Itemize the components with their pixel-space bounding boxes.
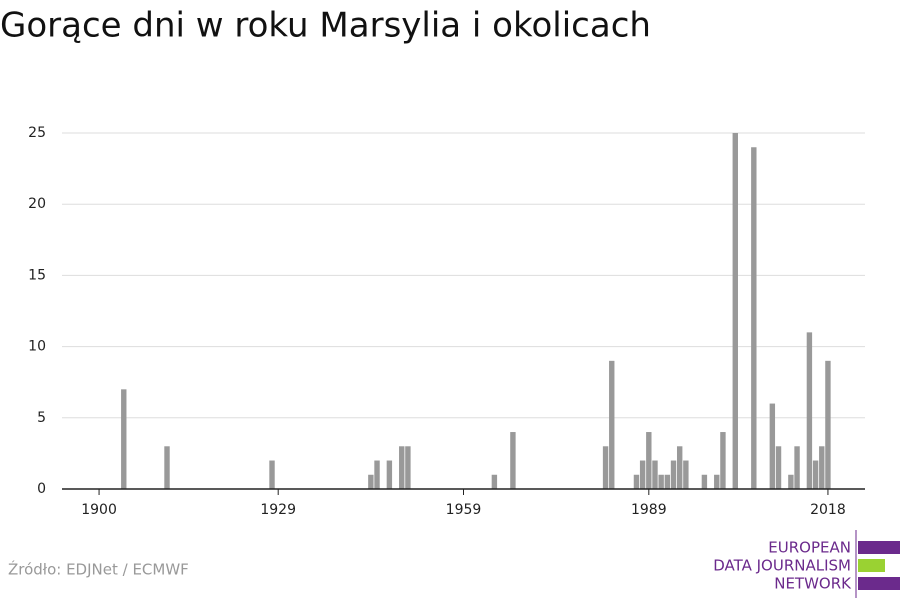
logo-bar — [858, 541, 900, 554]
logo-bar — [858, 577, 900, 590]
bar — [769, 403, 776, 489]
x-tick-label: 2018 — [810, 502, 846, 518]
bar — [701, 474, 708, 489]
bar — [510, 432, 516, 489]
bar — [633, 474, 640, 489]
bar — [121, 389, 127, 489]
bar — [164, 446, 170, 489]
bar — [658, 474, 664, 489]
bar — [806, 332, 813, 489]
logo-text: NETWORK — [774, 575, 852, 593]
y-tick-label: 25 — [28, 125, 46, 141]
y-tick-label: 20 — [28, 196, 46, 212]
x-tick-label: 1959 — [446, 502, 482, 518]
bar — [609, 360, 615, 489]
bar — [386, 460, 393, 489]
x-tick-label: 1929 — [260, 502, 296, 518]
bar — [646, 432, 652, 489]
bar — [405, 446, 411, 489]
bar — [812, 460, 819, 489]
bar — [269, 460, 275, 489]
bar — [670, 460, 677, 489]
logo-bar — [858, 559, 885, 572]
bar — [374, 460, 380, 489]
bar — [639, 460, 646, 489]
bar — [794, 446, 800, 489]
bar — [652, 460, 658, 489]
bar — [825, 360, 831, 489]
bar — [399, 446, 405, 489]
bar — [720, 432, 726, 489]
bar — [714, 474, 720, 489]
bar — [819, 446, 825, 489]
bar — [664, 474, 671, 489]
bar — [683, 460, 689, 489]
x-tick-label: 1989 — [631, 502, 667, 518]
y-tick-label: 10 — [28, 339, 46, 355]
bar — [602, 446, 609, 489]
bar — [751, 147, 757, 490]
bar — [368, 474, 374, 489]
logo-text: DATA JOURNALISM — [713, 557, 851, 575]
bar — [491, 474, 498, 489]
source: Źródło: EDJNet / ECMWF — [8, 560, 189, 579]
y-tick-label: 5 — [37, 410, 46, 426]
bar — [676, 446, 683, 489]
y-tick-label: 15 — [28, 267, 46, 283]
logo-text: EUROPEAN — [768, 539, 851, 557]
chart-title: Gorące dni w roku Marsylia i okolicach — [0, 6, 651, 46]
bar — [732, 133, 738, 489]
y-tick-label: 0 — [37, 481, 46, 497]
logo: EUROPEAN DATA JOURNALISM NETWORK — [713, 530, 900, 598]
bar — [775, 446, 782, 489]
x-tick-label: 1900 — [81, 502, 117, 518]
bar — [788, 474, 794, 489]
